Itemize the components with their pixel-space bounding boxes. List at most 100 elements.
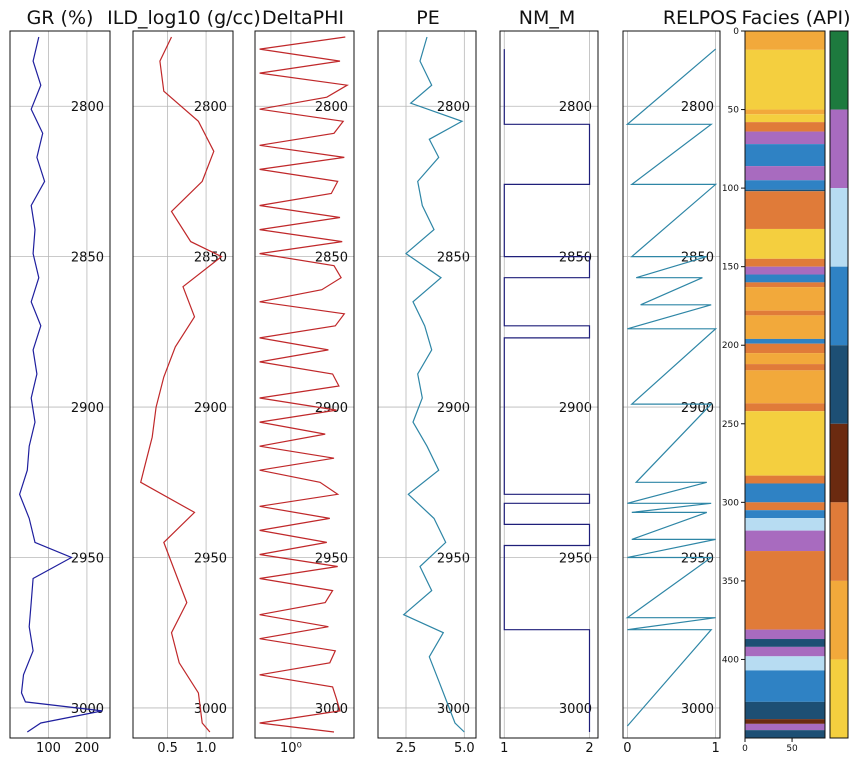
panel-frame	[622, 30, 721, 739]
facies-band	[745, 403, 825, 412]
facies-legend-swatch	[830, 188, 848, 267]
facies-band	[745, 49, 825, 110]
y-tick-label: 2800	[71, 100, 104, 115]
y-tick-label: 3000	[315, 702, 348, 717]
facies-legend-swatch	[830, 502, 848, 581]
y-tick-label: 2800	[315, 100, 348, 115]
panel-title: PE	[416, 7, 439, 29]
panel-frame	[9, 30, 111, 739]
x-tick-label: 1.0	[196, 741, 217, 756]
facies-band	[745, 287, 825, 311]
log-curve	[140, 36, 223, 733]
facies-legend-swatch	[830, 31, 848, 110]
y-tick-label: 2950	[71, 551, 104, 566]
facies-band	[745, 228, 825, 259]
y-tick-label: 250	[722, 420, 739, 430]
facies-legend-swatch	[830, 109, 848, 189]
facies-band	[745, 701, 825, 720]
x-tick-label: 10⁰	[280, 741, 302, 756]
y-tick-label: 2900	[681, 401, 714, 416]
y-tick-label: 3000	[681, 702, 714, 717]
facies-band	[745, 530, 825, 552]
y-tick-label: 150	[722, 263, 739, 273]
facies-band	[745, 191, 825, 229]
facies-band	[745, 166, 825, 181]
log-curve	[625, 48, 718, 727]
facies-band	[745, 370, 825, 404]
y-tick-label: 3000	[194, 702, 227, 717]
x-tick-label: 0.5	[157, 741, 178, 756]
facies-band	[745, 551, 825, 630]
x-tick-label: 50	[786, 744, 798, 754]
facies-legend-swatch	[830, 345, 848, 424]
facies-band	[745, 502, 825, 511]
x-tick-label: 100	[36, 741, 61, 756]
x-tick-label: 2.5	[396, 741, 417, 756]
panel-title: RELPOS	[663, 7, 737, 29]
facies-band	[745, 282, 825, 288]
y-tick-label: 2850	[315, 251, 348, 266]
facies-band	[745, 518, 825, 531]
panel-title: DeltaPHI	[262, 7, 344, 29]
y-tick-label: 2900	[437, 401, 470, 416]
facies-band	[745, 31, 825, 50]
x-tick-label: 0	[742, 744, 748, 754]
facies-band	[745, 274, 825, 283]
legend-frame	[829, 30, 849, 739]
facies-band	[745, 109, 825, 115]
facies-band	[745, 475, 825, 484]
y-tick-label: 350	[722, 577, 739, 587]
facies-legend-swatch	[830, 423, 848, 503]
facies-band	[745, 310, 825, 316]
log-curve	[503, 49, 591, 732]
x-tick-label: 1	[500, 741, 508, 756]
y-tick-label: 50	[728, 106, 740, 116]
facies-band	[745, 180, 825, 190]
facies-band	[745, 670, 825, 702]
y-tick-label: 2850	[71, 251, 104, 266]
y-tick-label: 2850	[194, 251, 227, 266]
y-tick-label: 0	[733, 27, 739, 37]
facies-band	[745, 411, 825, 476]
facies-band	[745, 646, 825, 657]
y-tick-label: 200	[722, 341, 739, 351]
facies-band	[745, 266, 825, 275]
log-curve	[18, 36, 103, 733]
panel-frame	[744, 30, 826, 739]
facies-band	[745, 338, 825, 344]
y-tick-label: 300	[722, 498, 739, 508]
y-tick-label: 2900	[194, 401, 227, 416]
panel-title: Facies (API)	[741, 7, 850, 29]
facies-legend-swatch	[830, 266, 848, 346]
y-tick-label: 2800	[437, 100, 470, 115]
y-tick-label: 2950	[681, 551, 714, 566]
y-tick-label: 2900	[315, 401, 348, 416]
facies-band	[745, 639, 825, 647]
panel-frame	[254, 30, 355, 739]
y-tick-label: 2850	[559, 251, 592, 266]
y-tick-label: 2800	[559, 100, 592, 115]
facies-band	[745, 510, 825, 519]
facies-band	[745, 730, 825, 738]
facies-band	[745, 656, 825, 671]
y-tick-label: 3000	[559, 702, 592, 717]
x-tick-label: 5.0	[454, 741, 475, 756]
facies-band	[745, 315, 825, 339]
facies-band	[745, 144, 825, 167]
facies-band	[745, 343, 825, 354]
panel-frame	[132, 30, 234, 739]
y-tick-label: 2850	[437, 251, 470, 266]
y-tick-label: 2800	[194, 100, 227, 115]
facies-band	[745, 131, 825, 145]
log-curve	[259, 36, 349, 733]
panel-frame	[499, 30, 599, 739]
x-tick-label: 200	[75, 741, 100, 756]
facies-legend-swatch	[830, 659, 848, 738]
x-tick-label: 2	[585, 741, 593, 756]
facies-legend-swatch	[830, 580, 848, 660]
x-tick-label: 1	[711, 741, 719, 756]
facies-band	[745, 114, 825, 123]
panel-title: GR (%)	[27, 7, 94, 29]
y-tick-label: 2950	[194, 551, 227, 566]
